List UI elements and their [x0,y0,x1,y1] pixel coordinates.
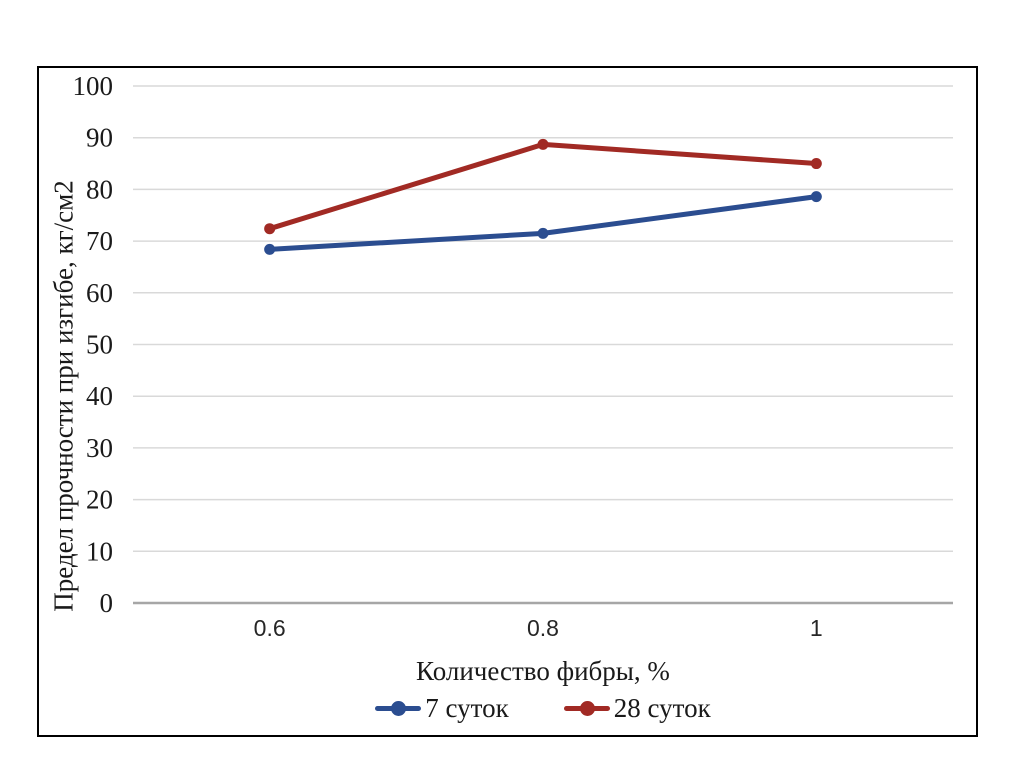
y-tick-label: 80 [86,174,113,204]
data-point [537,227,549,239]
y-axis-title: Предел прочности при изгибе, кг/см2 [48,180,79,612]
legend: 7 суток 28 суток [133,692,953,724]
line-marker-icon [563,700,610,716]
legend-label: 28 суток [613,692,711,723]
series-line [267,141,819,232]
data-point [264,223,276,235]
y-tick-label: 40 [86,381,113,411]
data-point [810,158,822,170]
chart-frame: 0 10 20 30 40 50 60 70 80 90 100 0.6 0.8 1 Предел про… [37,66,978,737]
legend-label: 7 суток [425,692,509,723]
y-tick-label: 10 [86,536,113,566]
y-tick-label: 0 [100,588,114,618]
x-axis-title: Количество фибры, % [416,656,670,686]
x-tick-label: 0.6 [254,615,286,641]
y-tick-label: 30 [86,433,113,463]
legend-item-28-days: 28 суток [563,692,711,724]
legend-item-7-days: 7 суток [375,692,509,724]
x-tick-label: 0.8 [527,615,559,641]
data-point [264,243,276,255]
y-tick-label: 50 [86,330,113,360]
y-tick-label: 60 [86,278,113,308]
x-tick-label: 1 [810,615,823,641]
data-point [537,138,549,150]
y-tick-label: 70 [86,226,113,256]
y-tick-label: 90 [86,123,113,153]
y-tick-label: 100 [73,71,114,101]
data-point [810,191,822,203]
y-tick-label: 20 [86,485,113,515]
chart-plot-area: 0 10 20 30 40 50 60 70 80 90 100 0.6 0.8 1 [73,71,953,641]
line-marker-icon [375,700,422,716]
